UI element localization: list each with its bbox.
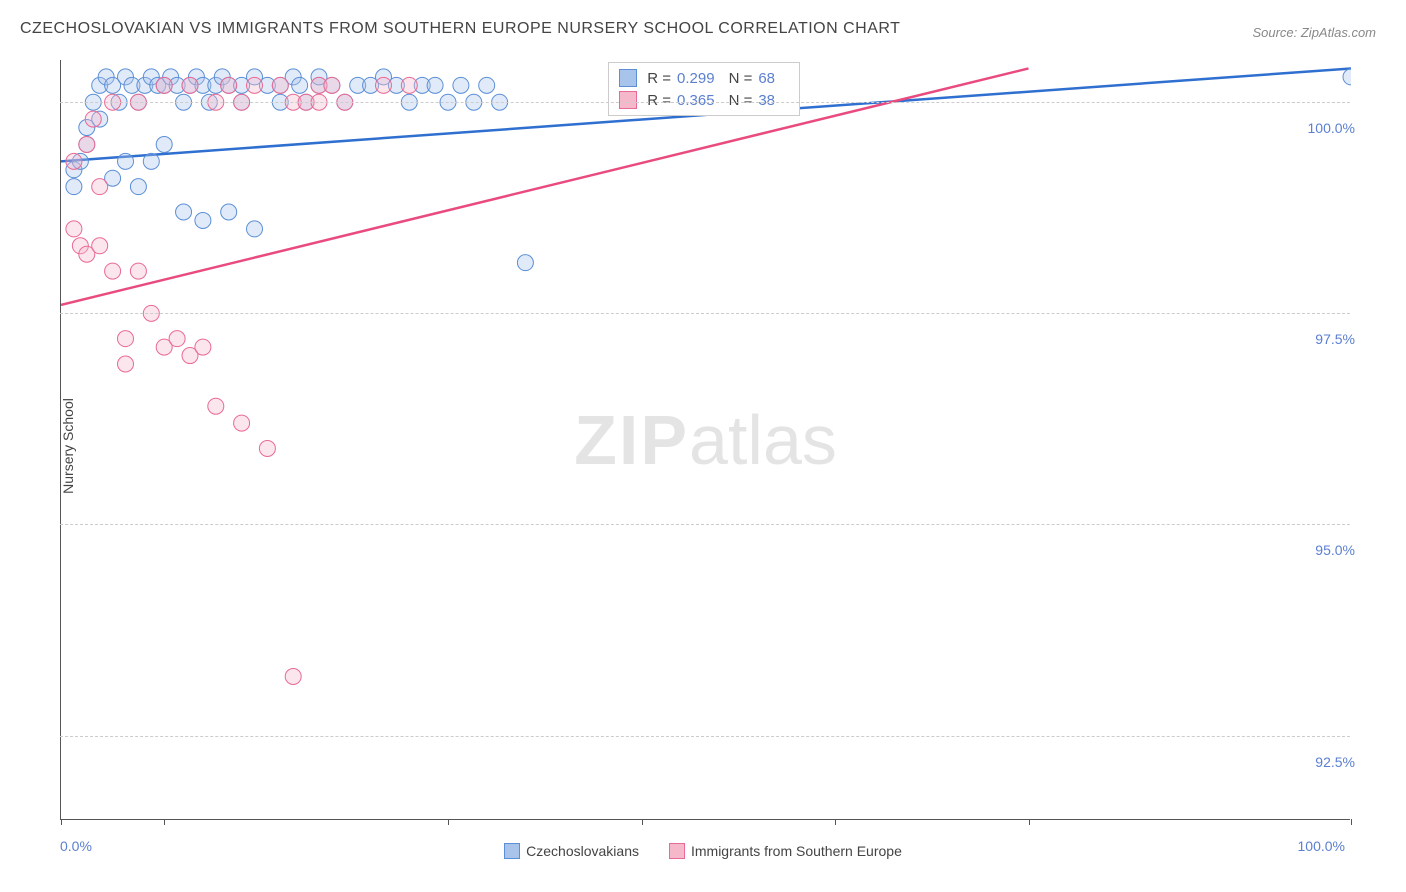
data-point xyxy=(130,263,146,279)
data-point xyxy=(221,77,237,93)
legend-label: Czechoslovakians xyxy=(526,843,639,859)
gridline xyxy=(60,736,1350,737)
ytick-label: 92.5% xyxy=(1315,754,1355,770)
legend-row: R = 0.299 N = 68 xyxy=(619,67,789,89)
data-point xyxy=(221,204,237,220)
legend-n-label: N = xyxy=(729,92,753,109)
xtick xyxy=(448,819,449,825)
legend-swatch xyxy=(619,91,637,109)
legend-swatch xyxy=(504,843,520,859)
data-point xyxy=(182,77,198,93)
legend-swatch xyxy=(619,69,637,87)
legend-swatch xyxy=(669,843,685,859)
data-point xyxy=(324,77,340,93)
data-point xyxy=(156,136,172,152)
legend-n-value: 38 xyxy=(758,92,775,109)
legend-item: Immigrants from Southern Europe xyxy=(669,843,902,859)
data-point xyxy=(208,398,224,414)
source-attribution: Source: ZipAtlas.com xyxy=(1252,25,1376,40)
data-point xyxy=(85,111,101,127)
plot-area: ZIPatlas xyxy=(60,60,1350,820)
xtick xyxy=(1351,819,1352,825)
data-point xyxy=(156,77,172,93)
data-point xyxy=(517,255,533,271)
data-point xyxy=(247,77,263,93)
data-point xyxy=(130,179,146,195)
legend-row: R = 0.365 N = 38 xyxy=(619,89,789,111)
series-legend: Czechoslovakians Immigrants from Southern… xyxy=(0,843,1406,862)
xtick-label: 0.0% xyxy=(60,838,92,854)
data-point xyxy=(92,179,108,195)
data-point xyxy=(247,221,263,237)
gridline xyxy=(60,102,1350,103)
data-point xyxy=(453,77,469,93)
legend-r-value: 0.299 xyxy=(677,70,715,87)
legend-r-label: R = xyxy=(647,92,671,109)
data-point xyxy=(1343,69,1351,85)
legend-n-label: N = xyxy=(729,70,753,87)
legend-item: Czechoslovakians xyxy=(504,843,639,859)
data-point xyxy=(234,415,250,431)
data-point xyxy=(79,136,95,152)
data-point xyxy=(195,339,211,355)
data-point xyxy=(105,263,121,279)
data-point xyxy=(118,153,134,169)
data-point xyxy=(479,77,495,93)
data-point xyxy=(169,331,185,347)
scatter-svg xyxy=(61,60,1351,820)
data-point xyxy=(66,221,82,237)
data-point xyxy=(272,77,288,93)
data-point xyxy=(376,77,392,93)
legend-r-label: R = xyxy=(647,70,671,87)
ytick-label: 95.0% xyxy=(1315,542,1355,558)
legend-r-value: 0.365 xyxy=(677,92,715,109)
xtick xyxy=(164,819,165,825)
data-point xyxy=(118,356,134,372)
data-point xyxy=(92,238,108,254)
chart-title: CZECHOSLOVAKIAN VS IMMIGRANTS FROM SOUTH… xyxy=(20,20,900,38)
data-point xyxy=(143,153,159,169)
data-point xyxy=(66,153,82,169)
data-point xyxy=(176,204,192,220)
data-point xyxy=(259,440,275,456)
legend-n-value: 68 xyxy=(758,70,775,87)
data-point xyxy=(285,668,301,684)
data-point xyxy=(66,179,82,195)
xtick xyxy=(1029,819,1030,825)
xtick xyxy=(642,819,643,825)
gridline xyxy=(60,524,1350,525)
data-point xyxy=(427,77,443,93)
data-point xyxy=(401,77,417,93)
data-point xyxy=(292,77,308,93)
ytick-label: 97.5% xyxy=(1315,331,1355,347)
xtick-label: 100.0% xyxy=(1298,838,1345,854)
xtick xyxy=(835,819,836,825)
xtick xyxy=(61,819,62,825)
ytick-label: 100.0% xyxy=(1308,120,1355,136)
correlation-legend: R = 0.299 N = 68 R = 0.365 N = 38 xyxy=(608,62,800,116)
data-point xyxy=(118,331,134,347)
data-point xyxy=(195,212,211,228)
gridline xyxy=(60,313,1350,314)
legend-label: Immigrants from Southern Europe xyxy=(691,843,902,859)
